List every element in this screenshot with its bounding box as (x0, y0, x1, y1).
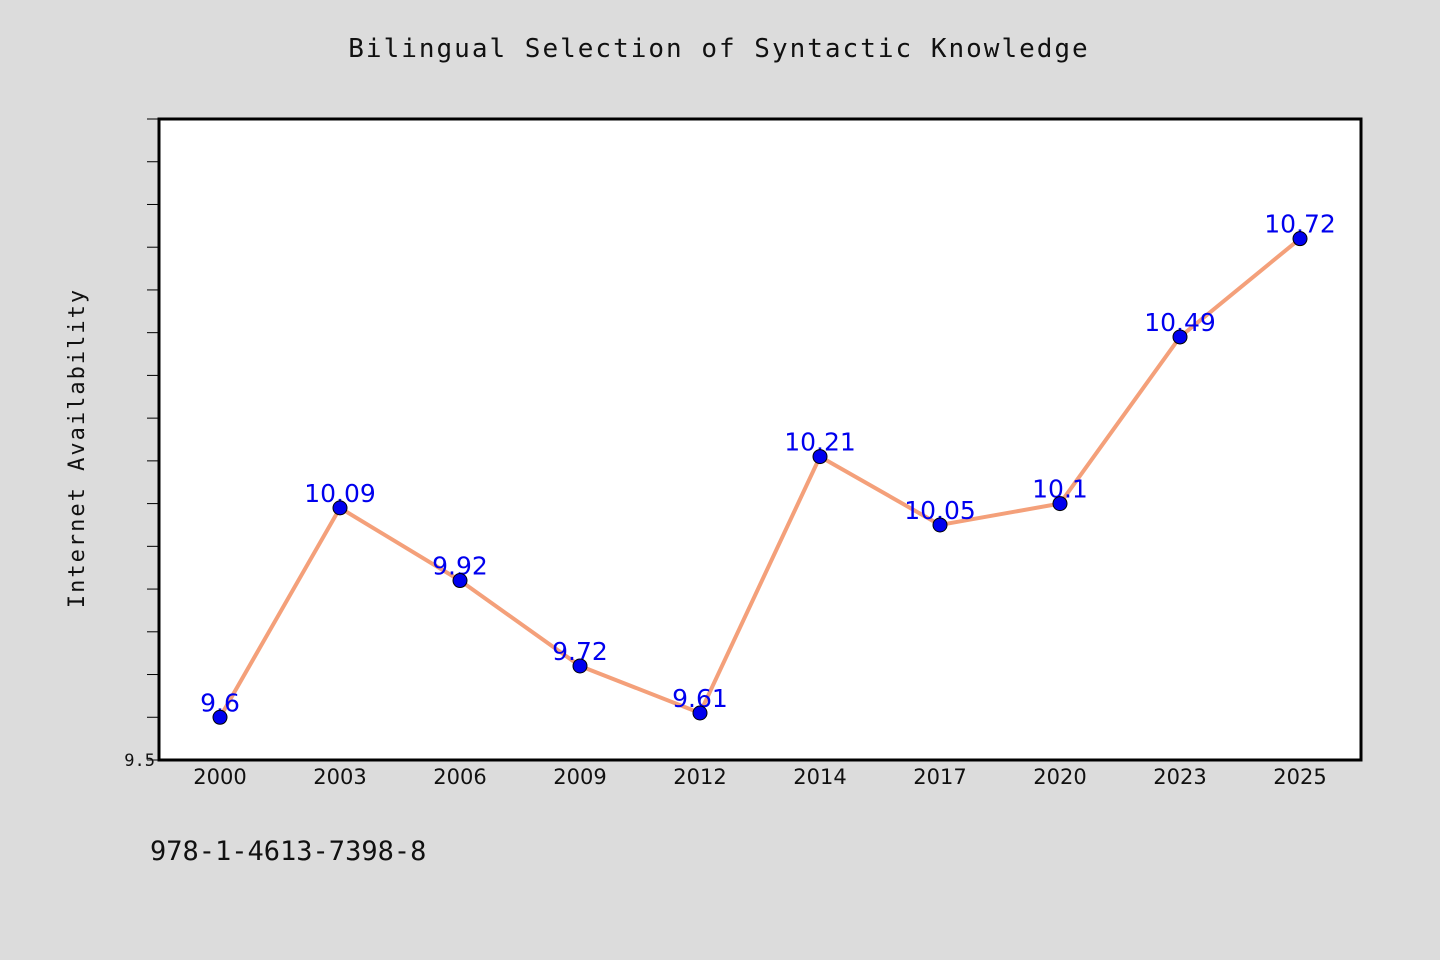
data-point (932, 517, 948, 533)
y-tick-label: 9.5 (124, 751, 155, 771)
x-tick-label: 2025 (1273, 765, 1326, 789)
y-axis-label: Internet Availability (65, 288, 90, 608)
footer-code: 978-1-4613-7398-8 (150, 836, 427, 867)
data-point (692, 705, 708, 721)
series-line (218, 237, 1302, 719)
data-point (812, 449, 828, 465)
plot-area (157, 117, 1363, 762)
data-point (1172, 329, 1188, 345)
series-group: 9.610.099.929.729.6110.2110.0510.110.491… (200, 210, 1336, 725)
y-axis-tick-labels: 9.5 (124, 751, 155, 771)
data-point (1292, 231, 1308, 247)
x-tick-label: 2023 (1153, 765, 1206, 789)
x-tick-label: 2017 (913, 765, 966, 789)
x-tick-label: 2003 (313, 765, 366, 789)
data-point (212, 709, 228, 725)
y-axis-ticks (147, 118, 159, 761)
data-point (332, 500, 348, 516)
data-point (1052, 496, 1068, 512)
x-tick-label: 2014 (793, 765, 846, 789)
x-tick-label: 2009 (553, 765, 606, 789)
data-point (452, 573, 468, 589)
chart-title: Bilingual Selection of Syntactic Knowled… (348, 34, 1090, 64)
x-axis-tick-labels: 2000 2003 2006 2009 2012 2014 2017 2020 2023 2025 (193, 765, 1326, 789)
x-tick-label: 2020 (1033, 765, 1086, 789)
data-point (572, 658, 588, 674)
x-tick-label: 2006 (433, 765, 486, 789)
x-tick-label: 2012 (673, 765, 726, 789)
x-tick-label: 2000 (193, 765, 246, 789)
